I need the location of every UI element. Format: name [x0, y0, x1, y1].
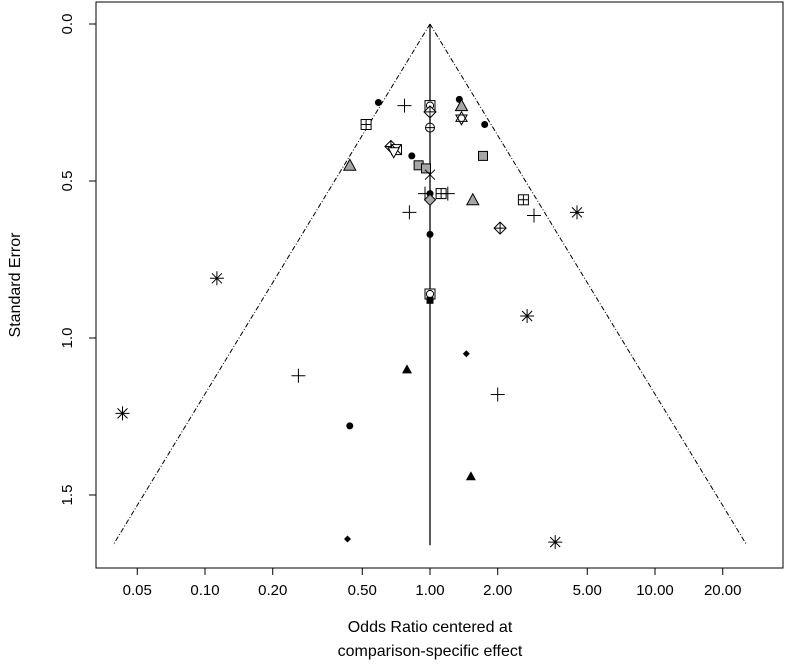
point-diamond-grey-23	[423, 193, 437, 207]
x-tick-label-7: 10.00	[636, 582, 674, 599]
y-axis-title: Standard Error	[7, 232, 24, 338]
funnel-right-line	[429, 23, 748, 546]
x-tick-label-6: 5.00	[573, 582, 602, 599]
point-square-grey-14	[478, 150, 488, 161]
y-axis: 0.0 0.5 1.0 1.5	[59, 14, 97, 506]
point-asterisk-39	[115, 406, 130, 421]
x-axis-title-line-2: comparison-specific effect	[338, 643, 523, 660]
point-triangle-black-36	[402, 364, 412, 374]
data-points	[115, 95, 584, 550]
point-triangle-black-41	[465, 471, 476, 481]
x-tick-label-0: 0.05	[123, 582, 152, 599]
point-triangle-grey-5	[454, 98, 469, 112]
point-diamond-plus-3	[423, 105, 437, 119]
point-star-of-david-6	[455, 110, 468, 126]
point-plus-26	[402, 205, 417, 220]
x-axis: 0.05 0.10 0.20 0.50 1.00 2.00 5.00 10.00 20.00	[123, 567, 742, 599]
y-tick-label-0: 0.0	[59, 14, 76, 35]
point-dot-40	[346, 422, 354, 430]
point-circle-plus-9	[425, 122, 435, 133]
point-plus-27	[527, 208, 541, 223]
x-tick-label-8: 20.00	[704, 582, 742, 599]
point-asterisk-31	[209, 271, 224, 286]
point-asterisk-43	[548, 535, 563, 550]
point-square-plus-8	[360, 119, 372, 130]
point-square-grey-17	[421, 163, 431, 174]
point-triangle-grey-15	[342, 158, 357, 171]
x-tick-label-3: 0.50	[348, 582, 377, 599]
x-tick-label-1: 0.10	[190, 582, 219, 599]
point-plus-22	[440, 186, 455, 201]
point-cross-18	[424, 169, 436, 181]
point-dot-13	[408, 152, 416, 160]
y-tick-label-3: 1.5	[59, 485, 76, 506]
point-plus-37	[291, 368, 306, 383]
funnel-left-line	[112, 23, 431, 546]
point-dot-30	[426, 230, 434, 238]
x-tick-label-4: 1.00	[415, 582, 444, 599]
point-asterisk-34	[520, 309, 535, 323]
x-tick-label-5: 2.00	[483, 582, 512, 599]
point-asterisk-28	[570, 205, 584, 220]
point-triangle-down-12	[387, 147, 401, 159]
point-triangle-grey-24	[465, 192, 480, 206]
point-diamond-plus-29	[493, 221, 507, 235]
point-square-black-33	[426, 296, 434, 304]
plot-frame	[95, 1, 784, 569]
point-square-plus-25	[517, 194, 529, 206]
point-dot-7	[481, 121, 489, 128]
point-diamond-black-35	[462, 350, 470, 358]
y-tick-label-1: 0.5	[59, 171, 76, 192]
point-plus-38	[490, 387, 505, 402]
x-tick-label-2: 0.20	[258, 582, 287, 599]
y-tick-label-2: 1.0	[59, 328, 76, 349]
point-plus-1	[397, 98, 412, 113]
point-diamond-black-42	[344, 535, 351, 543]
point-dot-0	[374, 99, 382, 106]
x-axis-title-line-1: Odds Ratio centered at	[348, 619, 513, 636]
